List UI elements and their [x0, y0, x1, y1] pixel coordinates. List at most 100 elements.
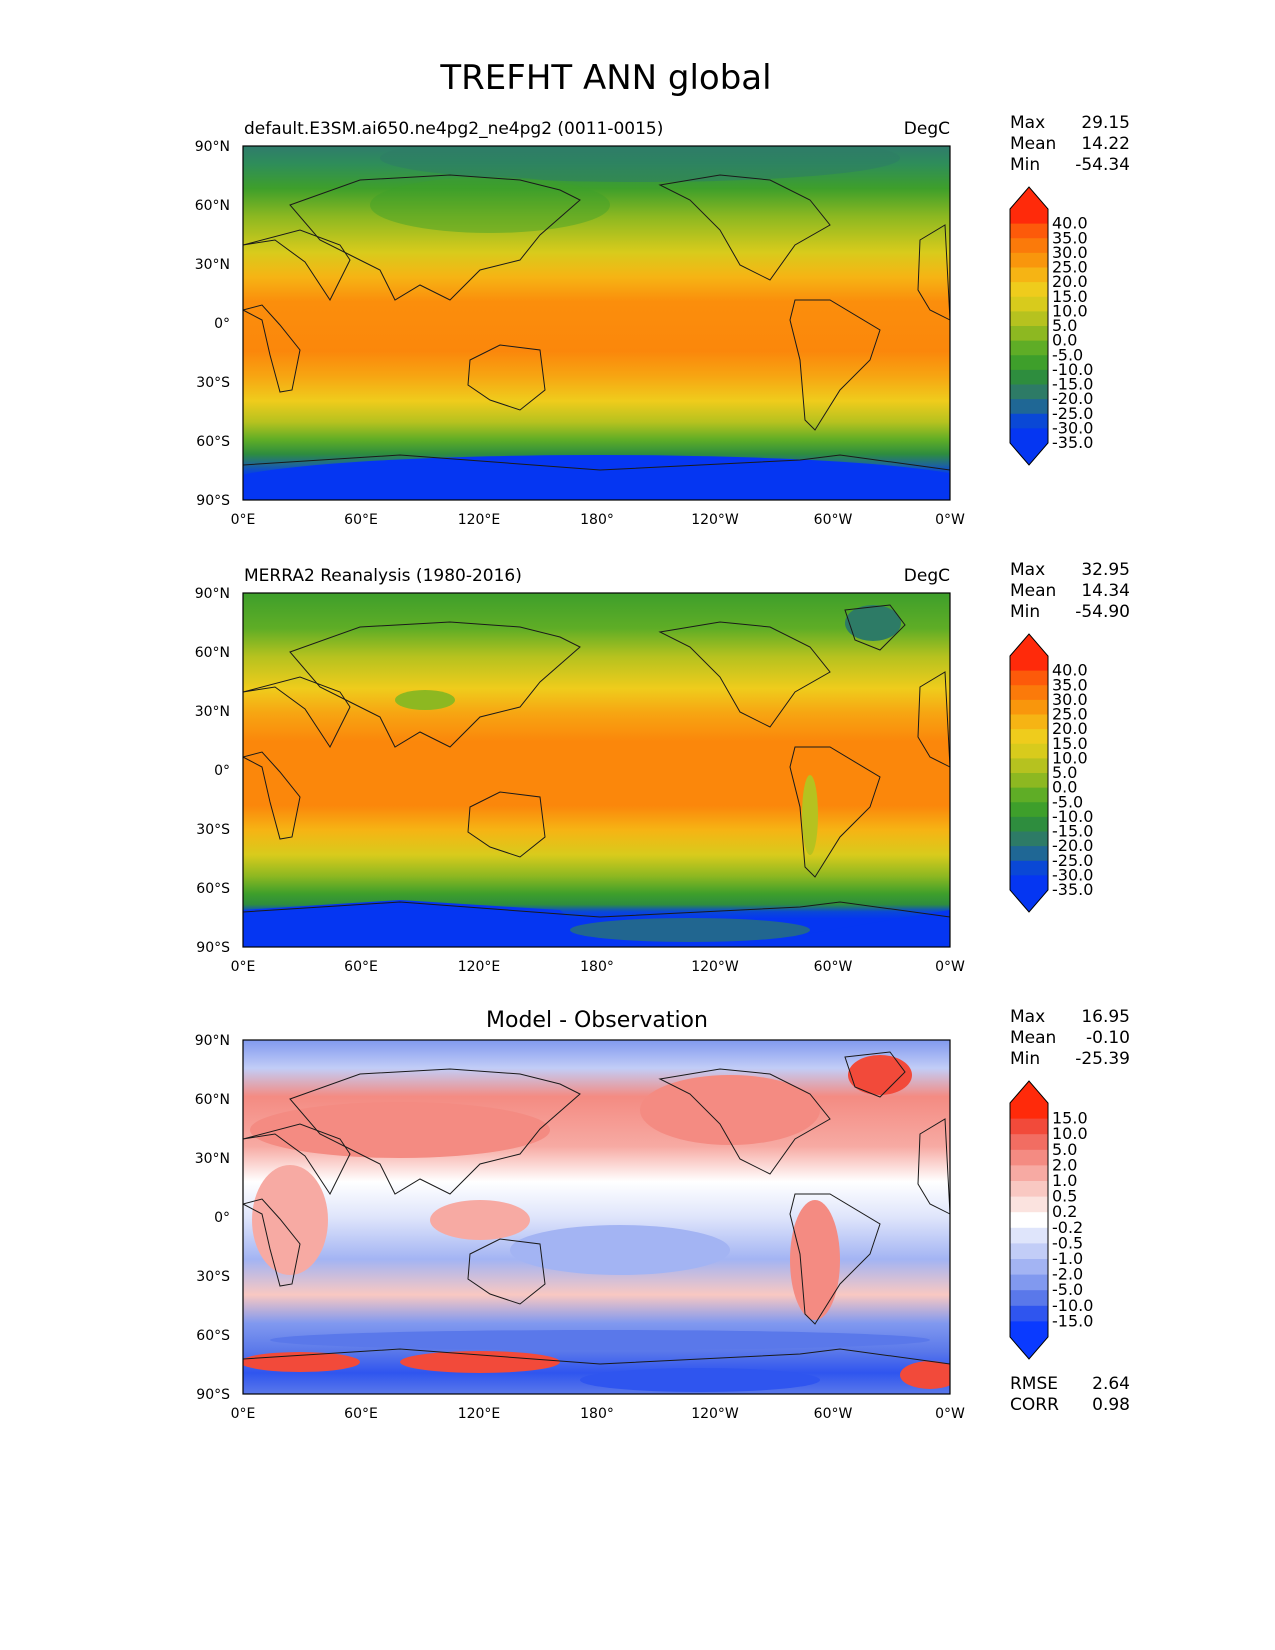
- lon-axis-obs: 0°E 60°E 120°E 180° 120°W 60°W 0°W: [231, 959, 965, 975]
- greenland-warm-blob: [848, 1055, 912, 1095]
- greenland-cold-blob: [845, 605, 901, 641]
- colorbar-extend-min: [1010, 890, 1048, 912]
- colorbar-segment: [1010, 1165, 1048, 1182]
- colorbar-segment: [1010, 1103, 1048, 1120]
- stat-label-max: Max: [1010, 113, 1045, 133]
- stats-diff: Max 16.95 Mean -0.10 Min -25.39: [1010, 1007, 1130, 1069]
- colorbar-tick-label: -5.0: [1052, 792, 1083, 811]
- colorbar-tick-label: -15.0: [1052, 822, 1093, 841]
- colorbar-tick-label: -0.2: [1052, 1218, 1083, 1237]
- colorbar-tick-label: -10.0: [1052, 807, 1093, 826]
- lon-tick-label: 180°: [580, 959, 614, 975]
- antarctic-blue-blob: [243, 900, 950, 947]
- colorbar-tick-label: -10.0: [1052, 360, 1093, 379]
- colorbar-segment: [1010, 296, 1048, 312]
- lat-tick-label: 30°S: [196, 822, 230, 838]
- colorbar-tick-label: 35.0: [1052, 228, 1088, 247]
- colorbar-tick-label: 15.0: [1052, 734, 1088, 753]
- colorbar-segment: [1010, 1227, 1048, 1244]
- colorbar-tick-label: -0.5: [1052, 1233, 1083, 1252]
- lat-tick-label: 60°S: [196, 1328, 230, 1344]
- siberia-cold-blob: [370, 177, 610, 233]
- colorbar-outline: [1009, 1080, 1049, 1360]
- panel-title-diff: Model - Observation: [486, 1008, 708, 1033]
- stat-value-min: -25.39: [1075, 1049, 1130, 1069]
- lon-tick-label: 0°E: [231, 512, 256, 528]
- colorbar-extend-min: [1010, 443, 1048, 465]
- colorbar-segment: [1010, 428, 1048, 444]
- lon-tick-label: 120°E: [458, 959, 501, 975]
- lat-tick-label: 30°S: [196, 1269, 230, 1285]
- colorbar-extend-min: [1010, 1337, 1048, 1359]
- stats-obs: Max 32.95 Mean 14.34 Min -54.90: [1010, 560, 1130, 622]
- panel-model: default.E3SM.ai650.ne4pg2_ne4pg2 (0011-0…: [195, 113, 1130, 528]
- map-frame-obs: [242, 592, 951, 948]
- stat-value-max: 16.95: [1081, 1007, 1130, 1027]
- lat-tick-label: 60°N: [195, 645, 230, 661]
- metric-label-corr: CORR: [1010, 1395, 1059, 1415]
- colorbar-tick-label: -15.0: [1052, 375, 1093, 394]
- colorbar-tick-label: 35.0: [1052, 675, 1088, 694]
- stat-label-mean: Mean: [1010, 1028, 1056, 1048]
- lat-tick-label: 0°: [214, 316, 230, 332]
- colorbar-tick-label: -5.0: [1052, 1280, 1083, 1299]
- colorbar-segment: [1010, 670, 1048, 686]
- stat-value-mean: 14.22: [1081, 134, 1130, 154]
- colorbar-segment: [1010, 860, 1048, 876]
- antarctic-blue-blob: [243, 455, 950, 500]
- stat-label-min: Min: [1010, 1049, 1040, 1069]
- tibet-cold-blob: [395, 690, 455, 710]
- stat-label-mean: Mean: [1010, 134, 1056, 154]
- lat-tick-label: 0°: [214, 763, 230, 779]
- colorbar-segment: [1010, 340, 1048, 356]
- lat-tick-label: 60°S: [196, 434, 230, 450]
- andes-cold-blob: [802, 775, 818, 855]
- southern-cool-band: [270, 1330, 930, 1350]
- panel-title-obs: MERRA2 Reanalysis (1980-2016): [244, 566, 522, 586]
- lat-tick-label: 60°N: [195, 198, 230, 214]
- colorbar-outline: [1009, 186, 1049, 466]
- lon-tick-label: 0°W: [935, 1406, 965, 1422]
- colorbar-tick-label: 20.0: [1052, 719, 1088, 738]
- lon-tick-label: 120°W: [691, 512, 739, 528]
- colorbar-tick-label: 10.0: [1052, 301, 1088, 320]
- lat-tick-label: 60°N: [195, 1092, 230, 1108]
- lon-tick-label: 60°E: [344, 1406, 378, 1422]
- colorbar-tick-label: -35.0: [1052, 880, 1093, 899]
- lat-axis-obs: 90°N 60°N 30°N 0° 30°S 60°S 90°S: [195, 586, 230, 956]
- lat-tick-label: 30°N: [195, 1151, 230, 1167]
- stats-model: Max 29.15 Mean 14.22 Min -54.34: [1010, 113, 1130, 175]
- colorbar-segment: [1010, 743, 1048, 759]
- colorbar-segment: [1010, 1243, 1048, 1260]
- n-america-warm-blob: [640, 1075, 820, 1145]
- lat-tick-label: 0°: [214, 1210, 230, 1226]
- colorbar-extend-max: [1010, 1081, 1048, 1103]
- lat-tick-label: 90°S: [196, 493, 230, 509]
- lon-tick-label: 120°W: [691, 1406, 739, 1422]
- africa-warm-blob: [252, 1165, 328, 1275]
- stat-value-max: 32.95: [1081, 560, 1130, 580]
- colorbar-segment: [1010, 831, 1048, 847]
- lat-tick-label: 90°S: [196, 940, 230, 956]
- colorbar-tick-label: 0.5: [1052, 1187, 1077, 1206]
- stat-label-max: Max: [1010, 560, 1045, 580]
- stat-label-mean: Mean: [1010, 581, 1056, 601]
- colorbar-tick-label: 40.0: [1052, 661, 1088, 680]
- colorbar-tick-label: 30.0: [1052, 243, 1088, 262]
- lat-axis-diff: 90°N 60°N 30°N 0° 30°S 60°S 90°S: [195, 1033, 230, 1403]
- colorbar-tick-label: -35.0: [1052, 433, 1093, 452]
- colorbar-tick-label: -5.0: [1052, 345, 1083, 364]
- stat-value-mean: 14.34: [1081, 581, 1130, 601]
- colorbar-segment: [1010, 384, 1048, 400]
- lat-tick-label: 30°S: [196, 375, 230, 391]
- colorbar-segment: [1010, 875, 1048, 891]
- lat-tick-label: 90°S: [196, 1387, 230, 1403]
- colorbar-obs: 40.035.030.025.020.015.010.05.00.0-5.0-1…: [1009, 633, 1093, 913]
- colorbar-segment: [1010, 252, 1048, 269]
- colorbar-segment: [1010, 1118, 1048, 1135]
- lon-tick-label: 60°W: [814, 1406, 853, 1422]
- colorbar-segment: [1010, 758, 1048, 774]
- colorbar-segment: [1010, 369, 1048, 386]
- colorbar-model: 40.035.030.025.020.015.010.05.00.0-5.0-1…: [1009, 186, 1093, 466]
- lon-tick-label: 120°E: [458, 512, 501, 528]
